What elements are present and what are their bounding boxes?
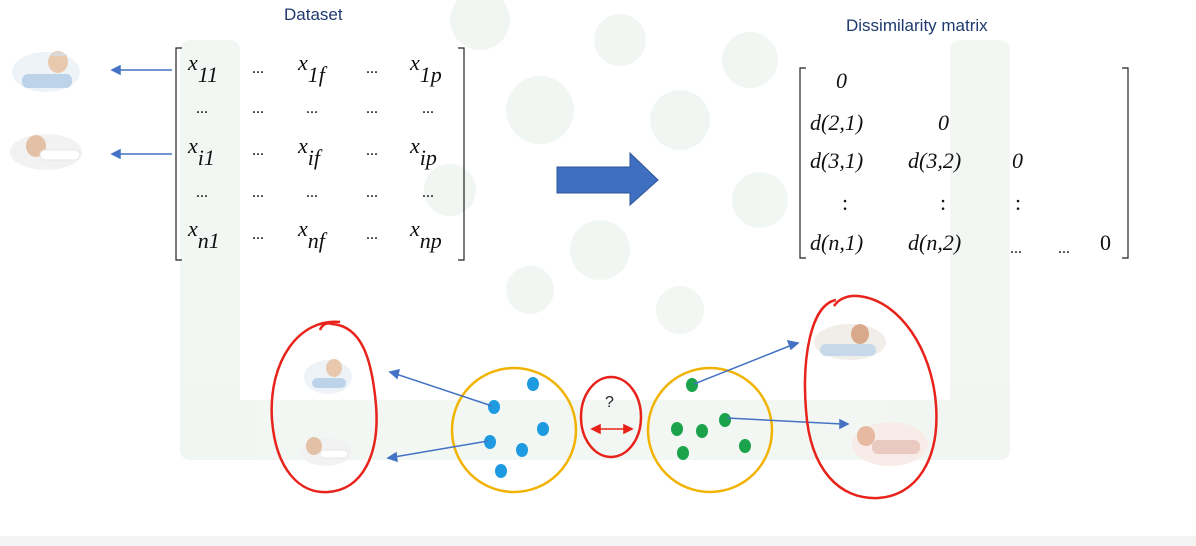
green-points	[671, 378, 751, 460]
dm-r1c1: 0	[836, 68, 847, 93]
left-red-ellipse	[270, 320, 378, 494]
cluster-patient-photo-4	[852, 422, 928, 466]
dots: ...	[306, 184, 318, 201]
dots: ...	[252, 100, 264, 117]
dm-colon-3: :	[1015, 190, 1022, 215]
right-red-ellipse	[803, 294, 938, 500]
dots: ...	[306, 100, 318, 117]
dots: ...	[252, 226, 264, 243]
dm-colon-2: :	[940, 190, 947, 215]
dm-r2c2: 0	[938, 110, 949, 135]
dots: ...	[366, 226, 378, 243]
cell-x1p: x1p	[410, 50, 442, 87]
dots: ...	[252, 60, 264, 77]
dots: ...	[252, 142, 264, 159]
dissimilarity-matrix-brackets	[799, 67, 1129, 259]
dm-r5c5: 0	[1100, 230, 1111, 255]
dm-r5c2: d(n,2)	[908, 230, 962, 255]
dataset-matrix-brackets	[175, 47, 465, 261]
dm-r3c1: d(3,1)	[810, 148, 864, 173]
cell-x11: x11	[188, 50, 219, 87]
cell-xnf: xnf	[298, 216, 325, 253]
dm-r3c2: d(3,2)	[908, 148, 962, 173]
cell-xi1: xi1	[188, 133, 215, 170]
dm-r5c4: ...	[1058, 240, 1070, 257]
dm-r2c1: d(2,1)	[810, 110, 864, 135]
dots: ...	[366, 100, 378, 117]
dm-colon-1: :	[842, 190, 849, 215]
cell-x1f: x1f	[298, 50, 325, 87]
dots: ...	[196, 184, 208, 201]
dm-r3c3: 0	[1012, 148, 1023, 173]
cluster-patient-photo-2	[300, 437, 352, 466]
dots: ...	[196, 100, 208, 117]
dots: ...	[366, 184, 378, 201]
dots: ...	[422, 100, 434, 117]
question-ellipse	[579, 375, 643, 459]
right-cluster-circle	[646, 366, 774, 494]
dots: ...	[366, 60, 378, 77]
left-cluster-circle	[450, 366, 578, 494]
dm-r5c1: d(n,1)	[810, 230, 864, 255]
cluster-patient-photo-3	[814, 324, 886, 360]
patient-photo-1	[12, 51, 80, 92]
cell-xif: xif	[298, 133, 320, 170]
cell-xn1: xn1	[188, 216, 220, 253]
dots: ...	[422, 184, 434, 201]
cluster-patient-photo-1	[304, 359, 352, 394]
cell-xip: xip	[410, 133, 437, 170]
patient-photo-2	[10, 134, 82, 170]
dots: ...	[252, 184, 264, 201]
dots: ...	[366, 142, 378, 159]
dm-r5c3: ...	[1010, 240, 1022, 257]
blue-points	[484, 377, 549, 478]
big-right-arrow	[556, 151, 659, 207]
dissimilarity-title: Dissimilarity matrix	[846, 16, 988, 35]
dataset-title: Dataset	[284, 5, 343, 24]
bottom-bar	[0, 536, 1196, 546]
cell-xnp: xnp	[410, 216, 442, 253]
double-arrow	[590, 423, 634, 435]
question-mark: ?	[605, 394, 614, 411]
